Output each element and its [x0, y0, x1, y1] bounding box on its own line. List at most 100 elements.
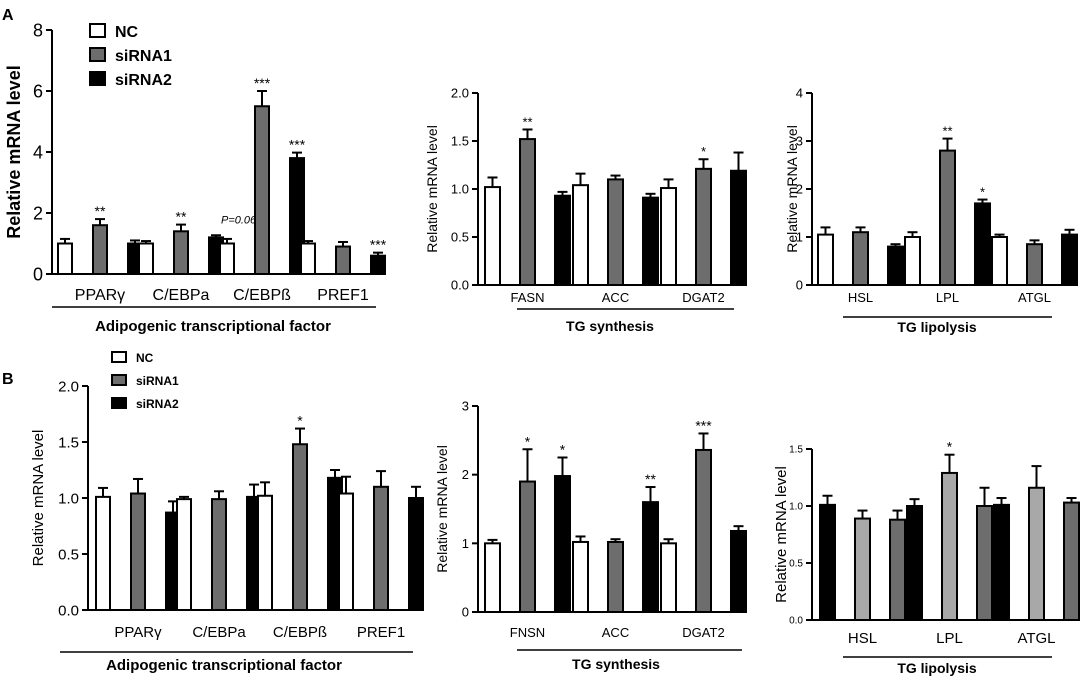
significance-annotation: ***: [695, 417, 712, 433]
bar-siRNA1-1: [941, 471, 958, 621]
bar-siRNA1-2: [1026, 243, 1043, 286]
legend-label-siRNA1: siRNA1: [136, 374, 179, 388]
y-tick-label: 3: [796, 134, 803, 149]
y-tick-label: 8: [33, 20, 43, 40]
p-value-annotation: P=0.06: [221, 214, 257, 226]
y-axis-label: Relative mRNA level: [434, 445, 450, 573]
category-label: DGAT2: [682, 290, 724, 305]
bar-siRNA1-0: [852, 231, 869, 286]
bar-siRNA2-3: [370, 254, 386, 275]
legend-swatch-NC: [111, 351, 127, 363]
legend-label-NC: NC: [115, 24, 139, 41]
category-label: DGAT2: [682, 625, 724, 640]
bar-NC-2: [219, 242, 235, 275]
bar-NC-2: [991, 236, 1008, 286]
y-axis-label: Relative mRNA level: [424, 125, 440, 253]
legend-swatch-siRNA1: [89, 47, 106, 62]
significance-annotation: *: [560, 442, 566, 458]
significance-annotation: **: [645, 471, 656, 487]
legend-swatch-siRNA2: [111, 397, 127, 409]
category-label: C/EBPß: [273, 624, 327, 641]
bar-siRNA1-3: [335, 245, 351, 276]
y-tick-label: 0.0: [58, 602, 79, 619]
y-tick-label: 0: [462, 605, 469, 620]
category-label: C/EBPa: [153, 287, 210, 304]
bar-siRNA2-0: [554, 475, 571, 614]
y-tick-label: 1.5: [58, 434, 79, 451]
category-label: PREF1: [317, 287, 369, 304]
y-tick-label: 4: [33, 142, 43, 162]
group-label: TG lipolysis: [897, 319, 977, 335]
y-axis-label: Relative mRNA level: [784, 125, 800, 253]
bar-siRNA1-0: [519, 480, 536, 613]
bar-siRNA1-1: [607, 540, 624, 614]
y-tick-label: 0: [796, 278, 803, 293]
bar-siRNA2-0: [887, 245, 904, 287]
y-axis-label: Relative mRNA level: [773, 466, 790, 603]
category-label: ATGL: [1017, 630, 1055, 647]
bar-NC-1: [572, 540, 589, 614]
legend-label-siRNA2: siRNA2: [136, 397, 179, 411]
category-label: FNSN: [510, 625, 545, 640]
bar-NC-0: [819, 503, 836, 621]
category-label: PPARγ: [114, 624, 162, 641]
bar-siRNA2-1: [974, 202, 991, 286]
bar-NC-1: [572, 184, 589, 286]
bar-siRNA2-1: [976, 505, 993, 621]
y-tick-label: 0.5: [789, 559, 803, 570]
bar-siRNA1-2: [695, 167, 712, 286]
panel-label-B: B: [2, 371, 14, 388]
legend-label-NC: NC: [136, 351, 154, 365]
bar-NC-1: [906, 505, 923, 621]
y-tick-label: 0.5: [451, 230, 469, 245]
bar-NC-0: [484, 542, 501, 613]
legend-label-siRNA1: siRNA1: [115, 48, 172, 65]
y-tick-label: 2: [33, 203, 43, 223]
legend-label-siRNA2: siRNA2: [115, 72, 172, 89]
panel-label-A: A: [2, 7, 14, 24]
y-tick-label: 2: [462, 467, 469, 482]
significance-annotation: **: [942, 124, 952, 139]
bar-siRNA2-0: [554, 194, 571, 286]
legend-swatch-siRNA1: [111, 374, 127, 386]
chart-B1: 0.0 0.5 1.0 1.5 2.0 Relative mRNA level PPARγ C…: [30, 351, 424, 674]
y-tick-label: 4: [796, 86, 803, 101]
bar-siRNA1-1: [607, 178, 624, 286]
bar-NC-3: [338, 492, 354, 611]
bar-NC-2: [993, 503, 1010, 621]
bar-siRNA2-3: [408, 497, 424, 611]
bar-NC-1: [904, 236, 921, 286]
bar-siRNA1-0: [519, 138, 536, 286]
chart-A2: 0.0 0.5 1.0 1.5 2.0 Relative mRNA level ** FASN…: [424, 86, 747, 334]
bar-NC-2: [660, 187, 677, 286]
y-tick-label: 2.0: [58, 378, 79, 395]
category-label: C/EBPa: [192, 624, 246, 641]
y-tick-label: 1.5: [451, 134, 469, 149]
y-tick-label: 6: [33, 81, 43, 101]
bar-siRNA1-0: [854, 517, 871, 621]
y-tick-label: 1: [462, 536, 469, 551]
group-label: TG lipolysis: [897, 660, 977, 676]
y-tick-label: 0.0: [789, 616, 803, 627]
bar-siRNA1-0: [130, 492, 146, 611]
y-axis-label: Relative mRNA level: [4, 65, 24, 238]
y-tick-label: 2.0: [451, 86, 469, 101]
category-label: ACC: [602, 290, 629, 305]
significance-annotation: **: [522, 114, 532, 129]
significance-annotation: *: [701, 144, 706, 159]
group-label: Adipogenic transcriptional factor: [95, 318, 331, 335]
category-label: C/EBPß: [233, 287, 291, 304]
bar-siRNA2-1: [642, 196, 659, 286]
y-tick-label: 0.0: [451, 278, 469, 293]
bar-siRNA2-2: [1061, 233, 1078, 287]
significance-annotation: *: [947, 439, 953, 455]
bar-NC-2: [660, 542, 677, 613]
y-tick-label: 1: [796, 230, 803, 245]
y-axis-label: Relative mRNA level: [30, 430, 47, 567]
bar-siRNA2-0: [889, 518, 906, 621]
significance-annotation: *: [525, 433, 531, 449]
bar-NC-1: [176, 498, 192, 611]
